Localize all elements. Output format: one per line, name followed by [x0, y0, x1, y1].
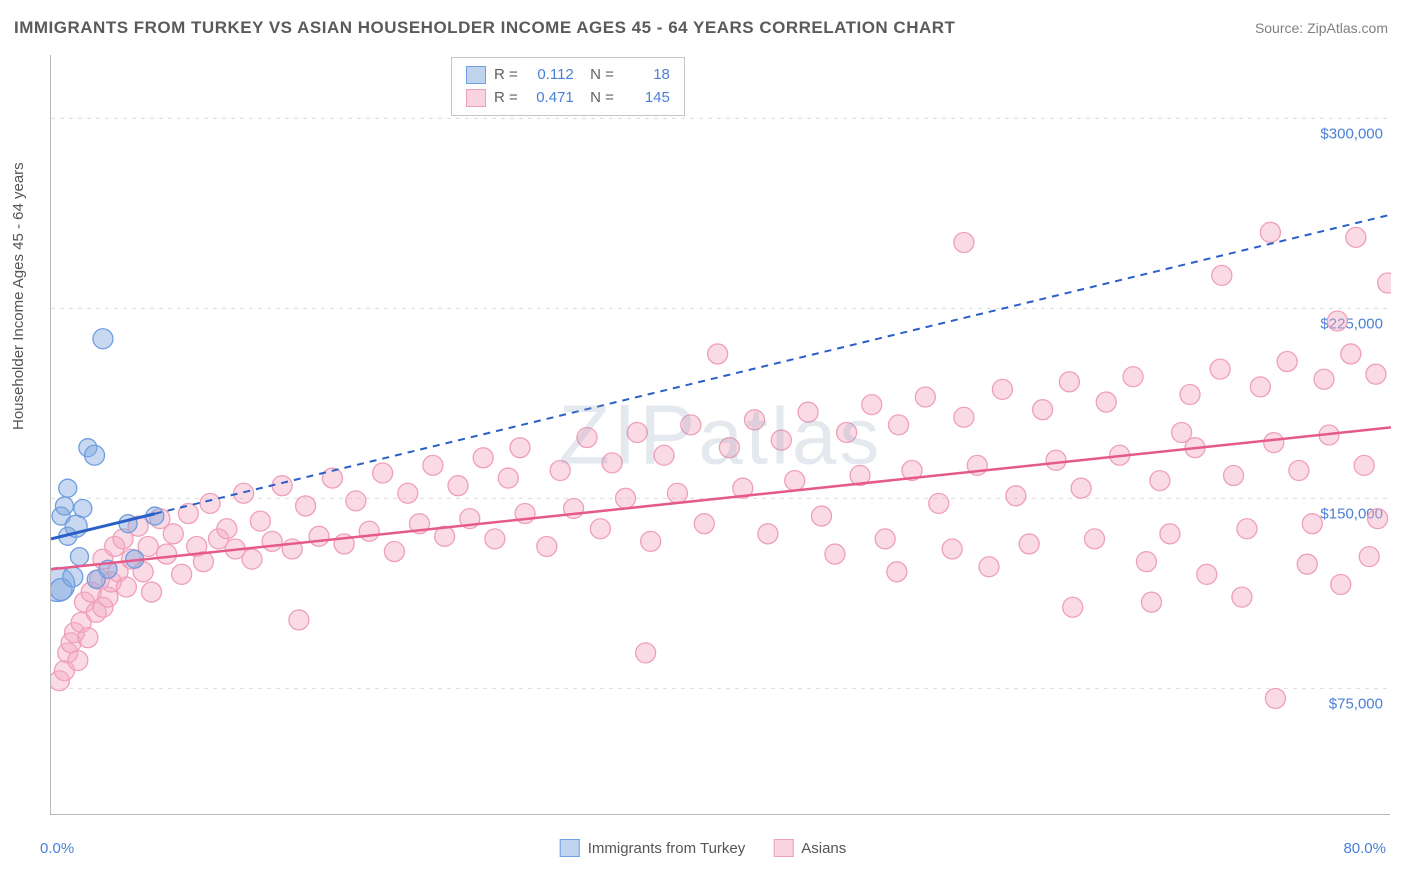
x-axis-max-label: 80.0%: [1343, 840, 1386, 857]
legend-swatch-asians: [773, 839, 793, 857]
x-axis-min-label: 0.0%: [40, 840, 74, 857]
legend-label-asians: Asians: [801, 840, 846, 857]
r-value-turkey: 0.112: [526, 63, 574, 86]
plot-area: $75,000$150,000$225,000$300,000 R = 0.11…: [50, 55, 1390, 815]
chart-title: IMMIGRANTS FROM TURKEY VS ASIAN HOUSEHOL…: [14, 18, 955, 38]
svg-text:$75,000: $75,000: [1329, 695, 1383, 712]
r-label: R =: [494, 63, 518, 86]
stats-legend: R = 0.112 N = 18 R = 0.471 N = 145: [451, 57, 685, 116]
y-axis-label: Householder Income Ages 45 - 64 years: [10, 162, 27, 430]
legend-item-turkey: Immigrants from Turkey: [560, 839, 746, 857]
stats-row-asians: R = 0.471 N = 145: [466, 86, 670, 109]
r-label: R =: [494, 86, 518, 109]
stats-row-turkey: R = 0.112 N = 18: [466, 63, 670, 86]
svg-text:$300,000: $300,000: [1320, 125, 1383, 142]
source-label: Source: ZipAtlas.com: [1255, 20, 1388, 36]
legend-item-asians: Asians: [773, 839, 846, 857]
legend-swatch-turkey: [560, 839, 580, 857]
bottom-legend: Immigrants from Turkey Asians: [560, 839, 847, 857]
n-value-asians: 145: [622, 86, 670, 109]
n-label: N =: [582, 86, 614, 109]
n-label: N =: [582, 63, 614, 86]
swatch-turkey: [466, 66, 486, 84]
n-value-turkey: 18: [622, 63, 670, 86]
legend-label-turkey: Immigrants from Turkey: [588, 840, 746, 857]
r-value-asians: 0.471: [526, 86, 574, 109]
plot-svg: $75,000$150,000$225,000$300,000: [51, 55, 1391, 815]
chart-container: IMMIGRANTS FROM TURKEY VS ASIAN HOUSEHOL…: [0, 0, 1406, 892]
swatch-asians: [466, 89, 486, 107]
